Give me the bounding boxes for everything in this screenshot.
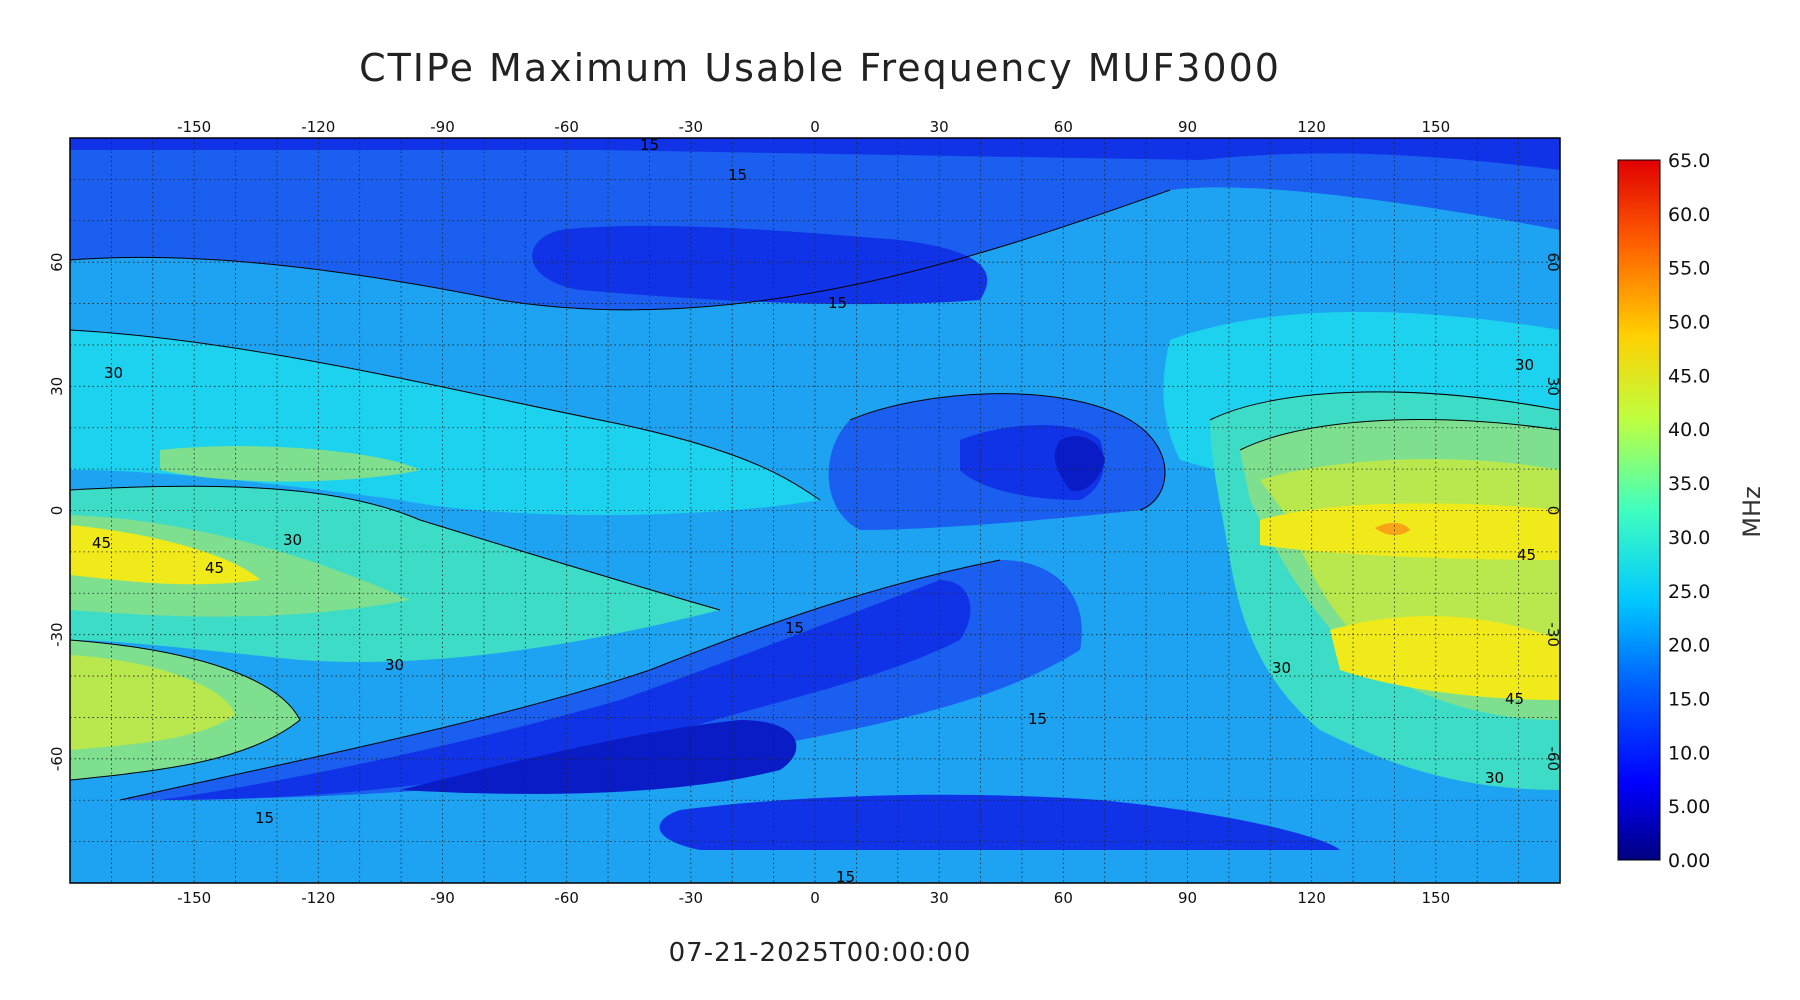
colorbar-tick-label: 0.00 <box>1668 850 1710 872</box>
muf-contour-fill <box>70 138 1560 883</box>
lat-tick-label: -60 <box>1544 747 1562 772</box>
contour-label: 15 <box>836 868 855 886</box>
lon-tick-label: 0 <box>810 889 820 907</box>
contour-label: 45 <box>92 534 111 552</box>
colorbar-tick-label: 35.0 <box>1668 473 1710 495</box>
lon-tick-label: -120 <box>301 118 335 136</box>
lon-tick-label: 90 <box>1178 889 1197 907</box>
colorbar-tick-label: 45.0 <box>1668 365 1710 387</box>
contour-region <box>70 138 1560 170</box>
contour-label: 30 <box>283 531 302 549</box>
contour-region <box>1330 616 1560 700</box>
chart-title: CTIPe Maximum Usable Frequency MUF3000 <box>359 46 1281 90</box>
timestamp: 07-21-2025T00:00:00 <box>668 938 972 968</box>
lon-tick-label: -150 <box>177 118 211 136</box>
colorbar-tick-label: 10.0 <box>1668 742 1710 764</box>
lat-tick-label: 60 <box>1544 253 1562 272</box>
colorbar: 65.0 60.0 55.0 50.0 45.0 40.0 35.0 30.0 25.0 20.0… <box>1617 150 1766 872</box>
lon-tick-label: -120 <box>301 889 335 907</box>
lon-tick-label: -60 <box>554 889 579 907</box>
contour-label: 45 <box>205 559 224 577</box>
contour-label: 30 <box>1485 769 1504 787</box>
contour-label: 45 <box>1505 690 1524 708</box>
lon-tick-label: -30 <box>679 118 704 136</box>
lon-tick-label: 60 <box>1054 118 1073 136</box>
lon-tick-label: 60 <box>1054 889 1073 907</box>
contour-label: 30 <box>1515 356 1534 374</box>
lon-tick-label: 30 <box>930 889 949 907</box>
lon-tick-label: -60 <box>554 118 579 136</box>
contour-region <box>160 446 420 482</box>
lon-tick-label: 30 <box>930 118 949 136</box>
colorbar-tick-label: 55.0 <box>1668 258 1710 280</box>
contour-region <box>70 525 260 585</box>
contour-region <box>400 720 797 794</box>
contour-region <box>1054 436 1105 491</box>
lat-tick-label: 30 <box>48 377 66 396</box>
lon-tick-label: 120 <box>1297 118 1326 136</box>
contour-label: 30 <box>1272 659 1291 677</box>
colorbar-tick-label: 25.0 <box>1668 581 1710 603</box>
contour-label: 15 <box>255 809 274 827</box>
contour-label: 45 <box>1517 546 1536 564</box>
lat-tick-label: 30 <box>1544 377 1562 396</box>
colorbar-tick-label: 15.0 <box>1668 688 1710 710</box>
contour-region <box>532 225 988 305</box>
lon-tick-label: 120 <box>1297 889 1326 907</box>
lon-tick-label: -150 <box>177 889 211 907</box>
contour-labels: 15 15 15 15 15 15 15 30 30 30 30 30 30 4… <box>92 136 1536 886</box>
colorbar-tick-label: 40.0 <box>1668 419 1710 441</box>
colorbar-tick-label: 20.0 <box>1668 635 1710 657</box>
lat-tick-label: 0 <box>1544 506 1562 516</box>
lon-tick-label: 150 <box>1422 118 1451 136</box>
lat-ticks-left: 60 30 0 -30 -60 <box>48 253 66 771</box>
lat-ticks-right: 60 30 0 -30 -60 <box>1544 253 1562 771</box>
contour-label: 15 <box>1028 710 1047 728</box>
lon-ticks-bottom: -150 -120 -90 -60 -30 0 30 60 90 120 150 <box>177 889 1450 907</box>
lat-tick-label: -30 <box>48 622 66 647</box>
lon-tick-label: 90 <box>1178 118 1197 136</box>
lon-tick-label: -30 <box>679 889 704 907</box>
lat-tick-label: 60 <box>48 253 66 272</box>
contour-label: 15 <box>785 619 804 637</box>
contour-region <box>1260 503 1560 560</box>
contour-label: 15 <box>828 294 847 312</box>
graticule <box>70 138 1560 883</box>
contour-label: 15 <box>640 136 659 154</box>
lon-tick-label: -90 <box>430 889 455 907</box>
colorbar-tick-label: 30.0 <box>1668 527 1710 549</box>
colorbar-tick-label: 50.0 <box>1668 312 1710 334</box>
colorbar-tick-label: 60.0 <box>1668 204 1710 226</box>
colorbar-ticks: 65.0 60.0 55.0 50.0 45.0 40.0 35.0 30.0 25.0 20.0… <box>1668 150 1710 872</box>
colorbar-tick-label: 65.0 <box>1668 150 1710 172</box>
contour-region <box>70 486 720 662</box>
lon-tick-label: -90 <box>430 118 455 136</box>
contour-label: 30 <box>104 364 123 382</box>
contour-label: 30 <box>385 656 404 674</box>
contour-label: 15 <box>728 166 747 184</box>
lon-tick-label: 0 <box>810 118 820 136</box>
contour-region <box>1375 522 1410 536</box>
lat-tick-label: -60 <box>48 747 66 772</box>
colorbar-gradient <box>1617 159 1661 861</box>
lat-tick-label: 0 <box>48 506 66 516</box>
lon-tick-label: 150 <box>1422 889 1451 907</box>
colorbar-unit: MHz <box>1738 486 1766 537</box>
map-frame <box>69 137 1561 884</box>
contour-region <box>659 794 1340 850</box>
lon-ticks-top: -150 -120 -90 -60 -30 0 30 60 90 120 150 <box>177 118 1450 136</box>
colorbar-tick-label: 5.00 <box>1668 796 1710 818</box>
lat-tick-label: -30 <box>1544 622 1562 647</box>
contour-region <box>638 180 706 200</box>
